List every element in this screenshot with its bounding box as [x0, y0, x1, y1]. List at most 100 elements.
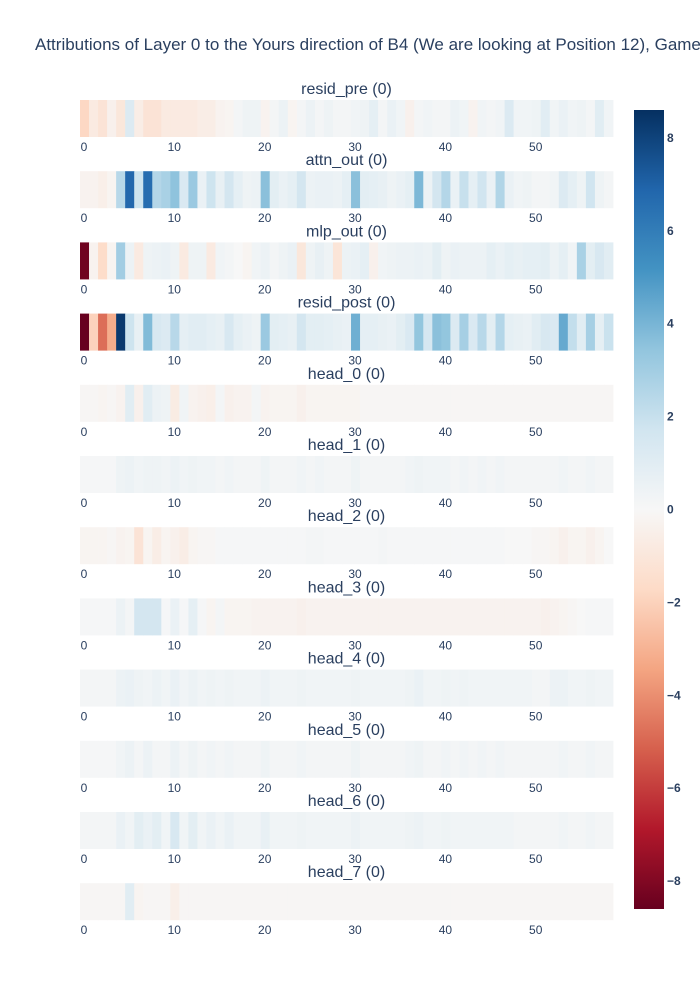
heatmap-cell: [215, 242, 225, 280]
heatmap-cell: [603, 883, 614, 921]
heatmap-cell: [323, 740, 334, 778]
heatmap-cell: [531, 669, 542, 707]
heatmap-cell: [441, 384, 451, 422]
heatmap-cell: [594, 883, 605, 921]
heatmap-cell: [378, 456, 388, 493]
x-tick-label: 30: [348, 425, 362, 439]
heatmap-cell: [296, 242, 307, 280]
heatmap-cell: [495, 171, 505, 209]
heatmap-cell: [242, 384, 253, 422]
colorbar-tick-label: −6: [667, 781, 681, 795]
heatmap-cell: [98, 171, 108, 209]
heatmap-cell: [405, 171, 415, 209]
heatmap-cell: [540, 384, 551, 422]
heatmap-cell: [558, 171, 569, 209]
heatmap-cell: [260, 171, 271, 209]
heatmap-cell: [351, 812, 361, 849]
heatmap-cell: [369, 384, 379, 422]
heatmap-cell: [603, 100, 614, 137]
x-tick-label: 50: [529, 923, 543, 937]
x-tick-label: 0: [81, 425, 88, 439]
panel-title: head_2 (0): [308, 508, 385, 525]
heatmap-cell: [423, 669, 433, 707]
heatmap-cell: [143, 171, 153, 209]
heatmap-cell: [450, 313, 460, 351]
heatmap-cell: [206, 171, 216, 209]
heatmap-cell: [215, 812, 225, 849]
heatmap-cell: [495, 527, 505, 565]
heatmap-cell: [405, 812, 415, 849]
heatmap-cell: [152, 527, 162, 565]
heatmap-cell: [314, 313, 325, 351]
heatmap-cell: [323, 527, 334, 565]
heatmap-cell: [314, 456, 325, 493]
heatmap-cell: [459, 812, 469, 849]
heatmap-cell: [179, 384, 189, 422]
heatmap-cell: [387, 242, 397, 280]
heatmap-cell: [468, 384, 478, 422]
heatmap-cell: [504, 527, 515, 565]
heatmap-cell: [269, 313, 280, 351]
heatmap-cell: [80, 598, 90, 636]
heatmap-cell: [414, 171, 424, 209]
heatmap-cell: [360, 313, 370, 351]
heatmap-cell: [80, 171, 90, 209]
heatmap-cell: [305, 669, 316, 707]
x-tick-label: 30: [348, 282, 362, 296]
heatmap-cell: [278, 100, 289, 137]
heatmap-cell: [603, 313, 614, 351]
heatmap-cell: [161, 740, 171, 778]
heatmap-cell: [314, 100, 325, 137]
heatmap-cell: [585, 171, 596, 209]
heatmap-cell: [143, 527, 153, 565]
heatmap-cell: [486, 812, 496, 849]
heatmap-cell: [134, 812, 144, 849]
heatmap-cell: [351, 242, 361, 280]
heatmap-panel: head_0 (0) 0 10 20 30 40 50: [80, 366, 614, 439]
heatmap-cell: [414, 384, 424, 422]
x-tick-label: 30: [348, 852, 362, 866]
heatmap-cell: [477, 527, 487, 565]
heatmap-cell: [441, 100, 451, 137]
x-tick-label: 20: [258, 425, 272, 439]
heatmap-cell: [387, 313, 397, 351]
heatmap-panels: resid_pre (0) 0 10 20 30 40 50 attn_out (0) 0 10 2…: [80, 81, 614, 937]
heatmap-cell: [296, 669, 307, 707]
x-tick-label: 30: [348, 140, 362, 154]
heatmap-cell: [603, 171, 614, 209]
heatmap-cell: [396, 384, 406, 422]
heatmap-cell: [477, 100, 487, 137]
heatmap-cell: [378, 384, 388, 422]
heatmap-cell: [98, 527, 108, 565]
heatmap-cell: [585, 669, 596, 707]
heatmap-cell: [477, 812, 487, 849]
heatmap-cell: [305, 527, 316, 565]
heatmap-cell: [378, 812, 388, 849]
heatmap-cell: [89, 456, 99, 493]
heatmap-cell: [432, 527, 442, 565]
heatmap-cell: [134, 384, 144, 422]
heatmap-cell: [206, 456, 216, 493]
heatmap-cell: [287, 883, 298, 921]
heatmap-cell: [540, 242, 551, 280]
heatmap-cell: [540, 171, 551, 209]
heatmap-cell: [441, 456, 451, 493]
heatmap-cell: [459, 384, 469, 422]
x-tick-label: 30: [348, 638, 362, 652]
heatmap-cell: [251, 100, 262, 137]
x-tick-label: 0: [81, 211, 88, 225]
heatmap-cell: [495, 100, 505, 137]
heatmap-cell: [522, 456, 533, 493]
heatmap-panel: head_3 (0) 0 10 20 30 40 50: [80, 579, 614, 652]
heatmap-cell: [423, 740, 433, 778]
heatmap-cell: [396, 456, 406, 493]
colorbar-tick-label: −4: [667, 688, 681, 702]
heatmap-cell: [549, 883, 560, 921]
heatmap-cell: [504, 171, 515, 209]
heatmap-cell: [188, 456, 198, 493]
heatmap-cell: [278, 456, 289, 493]
heatmap-cell: [332, 740, 343, 778]
heatmap-cell: [161, 313, 171, 351]
heatmap-cell: [396, 740, 406, 778]
heatmap-cell: [215, 527, 225, 565]
